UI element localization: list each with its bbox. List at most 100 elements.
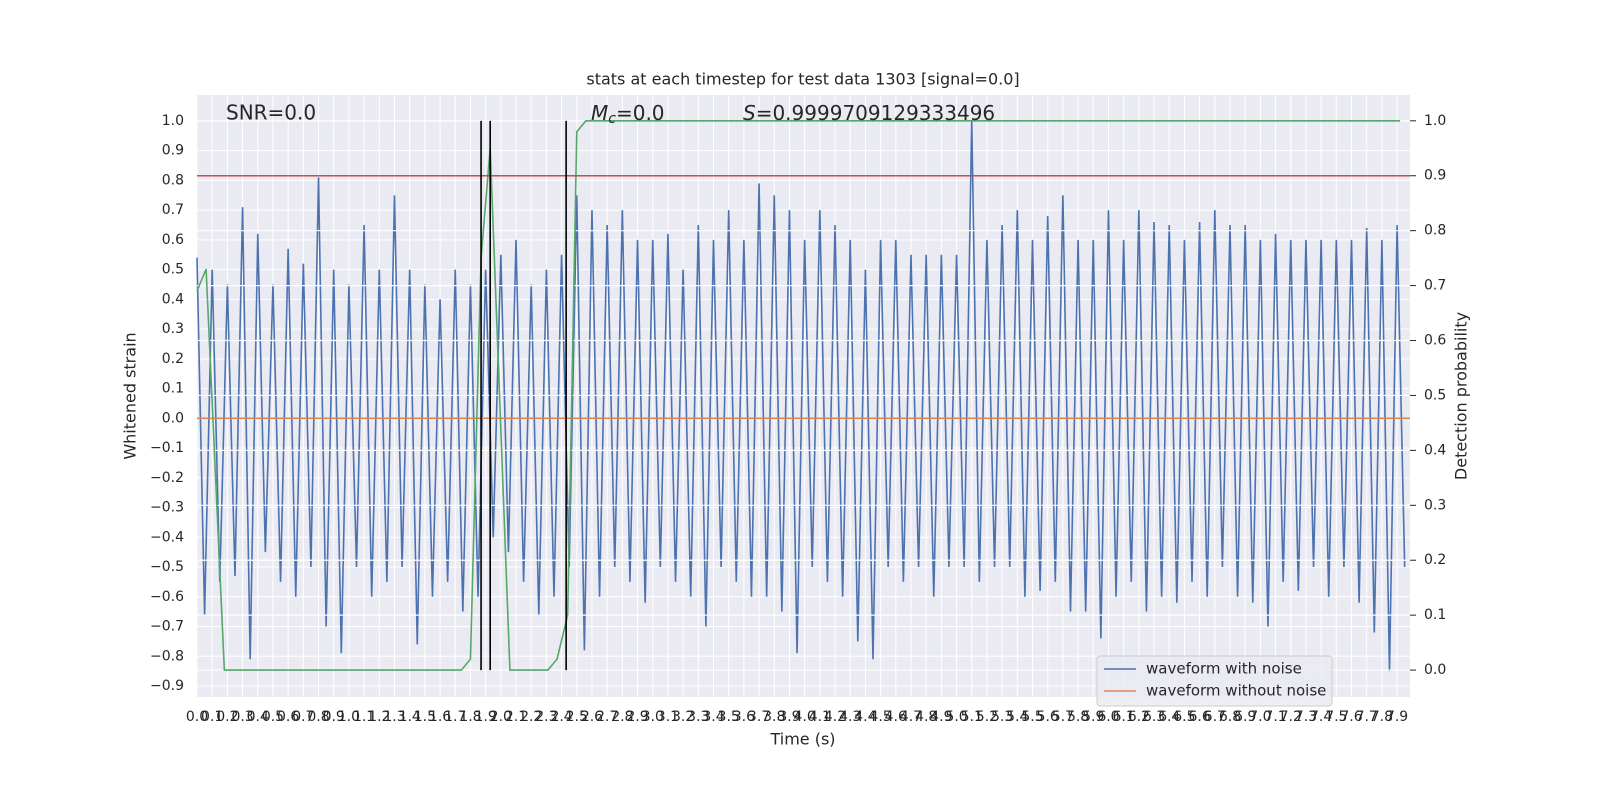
- x-tick-label: 0.7: [292, 709, 314, 725]
- x-tick-label: 5.0: [945, 709, 967, 725]
- x-tick-label: 2.0: [490, 709, 512, 725]
- y-tick-label: −0.3: [150, 500, 184, 516]
- x-tick-label: 4.6: [885, 709, 907, 725]
- x-tick-label: 0.5: [262, 709, 284, 725]
- y-tick-label: −0.1: [150, 440, 184, 456]
- y-tick-label: −0.2: [150, 470, 184, 486]
- x-tick-label: 5.3: [991, 709, 1013, 725]
- x-tick-label: 1.9: [474, 709, 496, 725]
- x-tick-label: 7.2: [1280, 709, 1302, 725]
- x-tick-label: 0.0: [186, 709, 208, 725]
- x-tick-label: 2.6: [581, 709, 603, 725]
- annotation: SNR=0.0: [226, 101, 316, 125]
- x-tick-label: 6.4: [1158, 709, 1180, 725]
- annotation-part: =0.0: [616, 101, 665, 125]
- y-tick-label: 0.4: [162, 291, 184, 307]
- x-tick-label: 4.2: [824, 709, 846, 725]
- x-tick-label: 1.7: [444, 709, 466, 725]
- y2-tick-label: 0.6: [1424, 333, 1446, 349]
- x-tick-label: 5.6: [1037, 709, 1059, 725]
- x-tick-label: 2.8: [611, 709, 633, 725]
- x-tick-label: 3.5: [718, 709, 740, 725]
- x-tick-label: 1.8: [459, 709, 481, 725]
- x-tick-label: 6.0: [1097, 709, 1119, 725]
- x-tick-label: 0.9: [323, 709, 345, 725]
- y2-tick-label: 0.4: [1424, 442, 1446, 458]
- annotation-part: M: [591, 101, 608, 125]
- annotation-part: S: [743, 101, 756, 125]
- x-tick-label: 7.6: [1340, 709, 1362, 725]
- x-tick-label: 7.5: [1325, 709, 1347, 725]
- x-tick-label: 5.5: [1021, 709, 1043, 725]
- x-tick-label: 7.1: [1264, 709, 1286, 725]
- x-tick-label: 7.9: [1386, 709, 1408, 725]
- y-tick-label: 0.9: [162, 143, 184, 159]
- y2-tick-label: 0.5: [1424, 387, 1446, 403]
- x-tick-label: 1.6: [429, 709, 451, 725]
- x-tick-label: 2.5: [566, 709, 588, 725]
- y-tick-label: −0.6: [150, 589, 184, 605]
- x-tick-label: 5.7: [1052, 709, 1074, 725]
- x-tick-label: 5.1: [961, 709, 983, 725]
- legend-box: [1096, 655, 1333, 707]
- y-tick-label: 0.2: [162, 351, 184, 367]
- x-tick-label: 1.1: [353, 709, 375, 725]
- annotation-part: =0.9999709129333496: [756, 101, 995, 125]
- x-tick-label: 5.9: [1082, 709, 1104, 725]
- x-tick-label: 5.4: [1006, 709, 1028, 725]
- x-tick-label: 0.6: [277, 709, 299, 725]
- x-tick-label: 2.2: [520, 709, 542, 725]
- y-tick-label: 0.5: [162, 262, 184, 278]
- y2-tick-label: 1.0: [1424, 113, 1446, 129]
- x-tick-label: 0.4: [247, 709, 269, 725]
- detection-probability-line: [196, 120, 1401, 671]
- x-tick-label: 2.4: [550, 709, 572, 725]
- x-tick-label: 7.0: [1249, 709, 1271, 725]
- x-tick-label: 2.3: [535, 709, 557, 725]
- legend: waveform with noise waveform without nois…: [1096, 655, 1333, 707]
- x-tick-label: 4.5: [869, 709, 891, 725]
- x-tick-label: 0.3: [231, 709, 253, 725]
- marks: [196, 120, 1410, 672]
- x-tick-label: 5.8: [1067, 709, 1089, 725]
- x-tick-label: 6.3: [1143, 709, 1165, 725]
- x-tick-label: 4.8: [915, 709, 937, 725]
- x-tick-label: 6.9: [1234, 709, 1256, 725]
- x-tick-label: 7.3: [1295, 709, 1317, 725]
- y-tick-label: 0.0: [162, 410, 184, 426]
- x-tick-label: 3.8: [763, 709, 785, 725]
- x-tick-label: 6.7: [1204, 709, 1226, 725]
- x-tick-label: 3.9: [778, 709, 800, 725]
- x-tick-label: 0.8: [307, 709, 329, 725]
- x-tick-label: 4.7: [900, 709, 922, 725]
- x-tick-label: 3.1: [657, 709, 679, 725]
- y-tick-label: −0.8: [150, 648, 184, 664]
- y2-tick-label: 0.1: [1424, 607, 1446, 623]
- x-tick-label: 1.3: [383, 709, 405, 725]
- y2-axis-label: Detection probability: [1452, 312, 1471, 480]
- legend-label: waveform without noise: [1146, 682, 1326, 700]
- x-axis-label: Time (s): [769, 730, 835, 749]
- y-tick-label: 1.0: [162, 113, 184, 129]
- x-tick-label: 2.1: [505, 709, 527, 725]
- x-tick-label: 6.6: [1188, 709, 1210, 725]
- x-tick-label: 3.7: [748, 709, 770, 725]
- x-tick-label: 4.9: [930, 709, 952, 725]
- legend-label: waveform with noise: [1146, 660, 1302, 678]
- y2-tick-label: 0.3: [1424, 497, 1446, 513]
- series-line: [196, 120, 1406, 672]
- y-tick-label: 0.7: [162, 202, 184, 218]
- x-tick-label: 3.0: [642, 709, 664, 725]
- y2-tick-label: 0.0: [1424, 662, 1446, 678]
- x-tick-label: 3.2: [672, 709, 694, 725]
- x-tick-label: 1.2: [368, 709, 390, 725]
- x-tick-label: 3.6: [733, 709, 755, 725]
- ticks: 0.00.10.20.30.40.50.60.70.80.91.01.11.21…: [150, 113, 1446, 725]
- x-tick-label: 6.8: [1219, 709, 1241, 725]
- x-tick-label: 1.5: [414, 709, 436, 725]
- annotation: Mc=0.0: [591, 101, 665, 128]
- y2-tick-label: 0.9: [1424, 168, 1446, 184]
- x-tick-label: 0.2: [216, 709, 238, 725]
- overlays: [196, 120, 1410, 671]
